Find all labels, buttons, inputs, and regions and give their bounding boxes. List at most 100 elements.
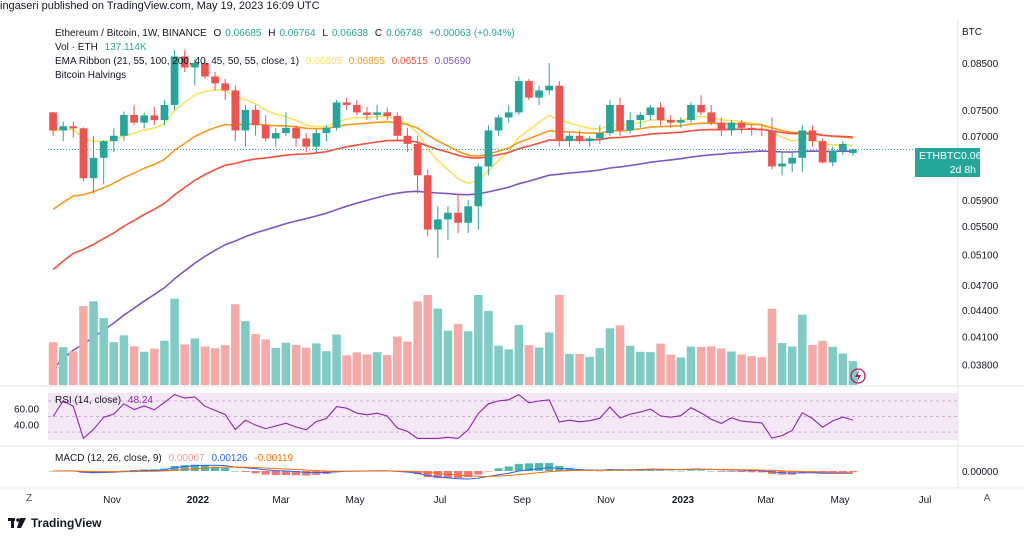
candle-body [747,127,756,130]
candle-body [474,166,483,207]
candle-body [413,143,422,176]
candle-body [373,112,381,115]
volume-bar [69,351,78,385]
volume-bar [220,345,230,385]
candle-body [160,104,169,121]
macd-histogram-bar [433,471,442,479]
legend-ema-row: EMA Ribbon (21, 55, 100, 200, 40, 45, 50… [55,56,475,67]
volume-bar [757,357,767,385]
auto-scale-right-button[interactable]: A [983,493,991,504]
volume-bar [514,325,524,385]
volume-bar [180,344,189,385]
candle-body [595,133,604,139]
volume-bar [342,355,351,385]
macd-histogram-bar [737,471,746,473]
volume-bar [382,354,392,385]
time-tick-label: May [346,495,365,506]
rsi-label: RSI (14, close) [55,395,122,406]
candle-body [201,63,209,77]
macd-histogram-bar [464,471,473,478]
time-tick-label: Jul [434,495,447,506]
volume-bar [79,306,88,385]
macd-histogram-bar [757,471,766,473]
macd-histogram-bar [292,471,301,476]
macd-histogram-bar [798,471,807,474]
volume-bar [777,343,787,385]
volume-bar [605,328,615,385]
time-tick-label: Nov [103,495,121,506]
legend-volume-row: Vol · ETH 137.114K [55,42,151,53]
volume-bar [231,304,240,385]
volume-bar [160,340,169,385]
macd-histogram-bar [484,471,493,472]
macd-histogram-bar [727,471,736,472]
volume-bar [89,301,98,385]
candle-body [484,130,493,167]
volume-bar [210,348,220,385]
change-value: +0.00063 (+0.94%) [429,28,515,39]
volume-bar [544,332,554,385]
candle-body [302,138,311,147]
macd-value-macd: 0.00126 [211,453,248,464]
volume-bar [312,343,321,385]
volume-bar [504,349,513,385]
volume-bar [787,346,797,385]
volume-bar [271,347,281,385]
macd-histogram-bar [413,471,422,475]
ema-label: EMA Ribbon (21, 55, 100, 200, 40, 45, 50… [55,56,300,67]
ema-value-100: 0.06515 [391,56,428,67]
candle-body [444,212,452,220]
candle-body [778,163,786,167]
volume-bar [706,346,716,385]
volume-bar [403,341,412,385]
candle-body [322,127,331,134]
volume-value: 137.114K [104,42,147,53]
volume-bar [281,342,291,385]
volume-bar [747,356,756,385]
candle-body [231,90,240,131]
candle-body [120,114,128,136]
candle-body [849,149,857,154]
volume-bar [798,314,807,385]
candle-body [49,112,57,131]
candle-body [504,112,513,118]
volume-bar [372,352,382,385]
macd-histogram-bar [494,468,503,471]
volume-bar [393,336,402,385]
macd-histogram-bar [281,471,290,476]
candle-body [535,90,543,98]
candle-body [241,109,250,131]
macd-histogram-bar [524,463,533,471]
candle-body [211,76,219,84]
macd-histogram-bar [261,471,270,475]
candle-body [565,135,574,142]
macd-signal-line [53,466,853,477]
candle-body [150,115,159,121]
ema-200-line [52,150,853,369]
candle-body [514,81,523,113]
candle-body [616,104,624,131]
price-tick-label: 0.08500 [962,59,999,70]
macd-histogram-bar [616,470,625,471]
macd-label: MACD (12, 26, close, 9) [55,453,162,464]
volume-bar [301,347,311,385]
volume-bar [646,352,655,385]
bar-countdown: 2d 8h [915,162,980,177]
macd-histogram-bar [747,471,756,473]
volume-bar [139,351,149,385]
macd-histogram-bar [636,470,645,471]
macd-histogram-bar [119,470,128,472]
volume-bar [555,295,564,385]
volume-bar [818,340,827,385]
macd-histogram-bar [130,470,139,471]
tradingview-brand[interactable]: TradingView [8,516,101,530]
volume-bar [585,356,594,385]
macd-histogram-bar [190,464,199,471]
halving-icon [850,368,866,384]
macd-value-hist: 0.00007 [168,453,205,464]
candle-body [69,126,78,129]
candle-body [403,135,412,144]
auto-scale-left-button[interactable]: Z [25,493,33,504]
candle-body [585,138,594,142]
